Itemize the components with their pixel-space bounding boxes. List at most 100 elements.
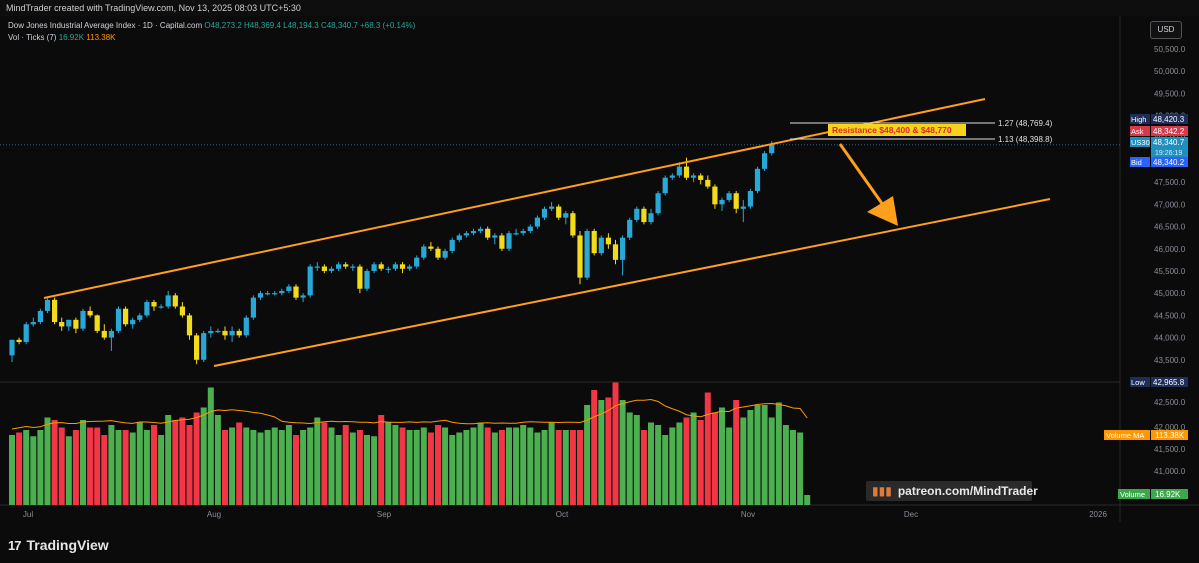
volume-bar — [30, 436, 37, 505]
time-axis-label: 2026 — [1089, 510, 1107, 519]
volume-bar — [655, 425, 662, 505]
candle-body — [279, 290, 285, 294]
price-tag-value: 42,965.8 — [1153, 378, 1185, 387]
candle-body — [485, 228, 491, 238]
volume-bar — [94, 427, 101, 505]
footer-bar — [0, 522, 1199, 563]
price-tick-label: 46,500.0 — [1154, 223, 1186, 232]
candle-body — [101, 330, 107, 338]
volume-bar — [257, 432, 264, 505]
volume-bar — [158, 435, 165, 505]
volume-legend[interactable]: Vol · Ticks (7) 16.92K 113.38K — [8, 33, 116, 42]
candle-body — [513, 233, 519, 235]
price-tag-name: Ask — [1131, 127, 1144, 136]
candle-body — [506, 233, 512, 249]
candle-body — [612, 244, 619, 260]
time-axis-label: Nov — [741, 510, 755, 519]
volume-bar — [207, 387, 214, 505]
candle-body — [350, 266, 356, 268]
candle-body — [52, 299, 58, 323]
volume-bar — [136, 422, 143, 505]
candle-body — [236, 330, 242, 336]
candle-body — [250, 297, 256, 318]
volume-bar — [16, 432, 23, 505]
volume-tag-name: Volume MA — [1106, 431, 1144, 440]
screenshot-header: MindTrader created with TradingView.com,… — [0, 0, 1199, 16]
candle-body — [314, 266, 320, 268]
volume-bar — [378, 415, 385, 505]
candle-body — [620, 237, 626, 260]
volume-bar — [491, 432, 498, 505]
volume-bar — [364, 435, 370, 505]
candle-body — [321, 266, 327, 271]
candle-body — [591, 230, 597, 254]
volume-bar — [328, 427, 335, 505]
volume-bar — [399, 427, 406, 505]
volume-bar — [101, 435, 108, 505]
candle-body — [80, 310, 86, 329]
volume-bar — [804, 495, 811, 505]
volume-ma-value: 113.38K — [86, 33, 116, 42]
channel-lower-line[interactable] — [213, 198, 1051, 367]
candle-body — [399, 264, 406, 269]
volume-bar — [626, 412, 633, 505]
candle-body — [407, 266, 413, 269]
candle-body — [648, 213, 654, 223]
volume-bar — [591, 390, 598, 505]
volume-bar — [790, 430, 796, 505]
candle-body — [662, 177, 668, 194]
resistance-label-bg — [828, 124, 966, 136]
price-tag-name: US30 — [1131, 138, 1150, 147]
candle-body — [527, 226, 533, 231]
volume-indicator-name: Vol · Ticks (7) — [8, 33, 57, 42]
volume-bar — [484, 427, 491, 505]
volume-bar — [683, 417, 690, 505]
symbol-legend[interactable]: Dow Jones Industrial Average Index · 1D … — [8, 21, 415, 30]
volume-bar — [285, 425, 292, 505]
candle-body — [94, 315, 100, 331]
candle-body — [328, 268, 335, 271]
price-tag-value: 48,342.2 — [1153, 127, 1185, 136]
volume-bar — [151, 425, 157, 505]
price-tag-value-bg — [1151, 377, 1188, 387]
volume-bar — [605, 397, 612, 505]
currency-button[interactable]: USD — [1150, 21, 1182, 39]
candle-body — [435, 248, 441, 258]
header-title: MindTrader created with TradingView.com,… — [6, 3, 301, 13]
candle-body — [243, 317, 249, 336]
volume-bar — [200, 407, 207, 505]
candle-body — [470, 230, 477, 234]
volume-bar — [172, 420, 179, 505]
volume-bar — [186, 425, 193, 505]
candle-body — [385, 268, 391, 270]
candle-body — [463, 233, 469, 236]
price-chart[interactable]: 50,500.050,000.049,500.049,000.048,500.0… — [0, 0, 1199, 522]
volume-bar — [768, 417, 775, 505]
price-tag-bg — [1130, 137, 1150, 147]
tradingview-logo[interactable]: 17 TradingView — [8, 537, 109, 553]
volume-bar — [278, 430, 285, 505]
price-tick-label: 43,500.0 — [1154, 356, 1186, 365]
candle-body — [698, 175, 704, 180]
candle-body — [59, 322, 65, 327]
candle-body — [634, 208, 640, 220]
volume-bar — [669, 427, 676, 505]
candle-body — [229, 330, 235, 336]
volume-bar — [456, 432, 463, 505]
candle-body — [87, 310, 93, 316]
candle-body — [222, 330, 228, 336]
candle-body — [130, 319, 136, 325]
candle-body — [30, 322, 36, 325]
volume-bar — [115, 430, 122, 505]
volume-bar — [342, 425, 349, 505]
candle-body — [300, 295, 306, 298]
volume-bar — [470, 427, 477, 505]
volume-bar — [371, 436, 378, 505]
volume-bar — [392, 425, 399, 505]
candle-body — [726, 193, 732, 200]
volume-tag-name: Volume — [1120, 490, 1145, 499]
volume-bar — [214, 415, 221, 505]
volume-bar — [562, 430, 569, 505]
time-axis-label: Sep — [377, 510, 392, 519]
volume-bar — [506, 427, 512, 505]
